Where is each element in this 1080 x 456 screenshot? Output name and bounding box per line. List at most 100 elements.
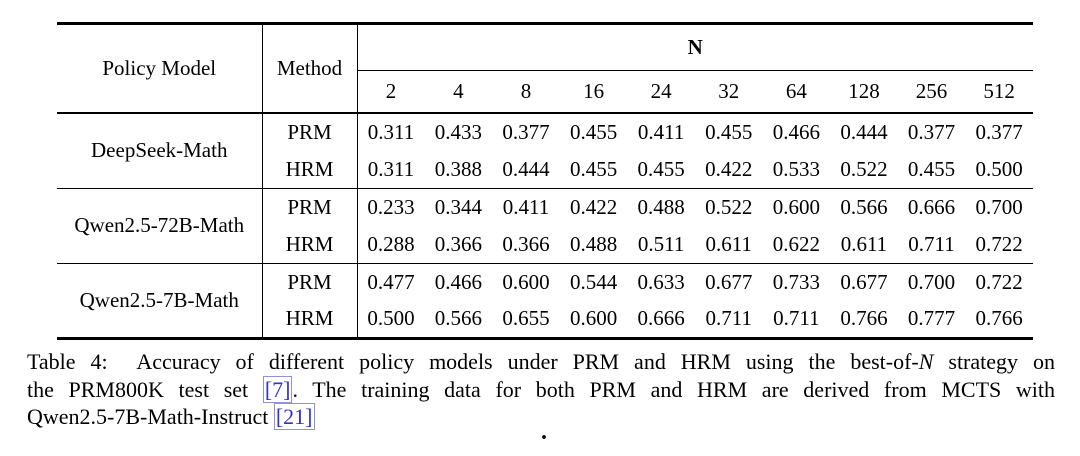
accuracy-cell: 0.311: [367, 156, 415, 181]
accuracy-cell: 0.666: [897, 187, 966, 226]
accuracy-cell: 0.455: [907, 156, 956, 181]
accuracy-cell: 0.711: [908, 231, 955, 256]
table-row: HRM 0.288 0.366 0.366 0.488 0.511 0.611 …: [57, 225, 1033, 263]
n-col-header-24: 24: [627, 71, 695, 114]
accuracy-cell: 0.377: [502, 119, 550, 144]
accuracy-cell: 0.633: [627, 262, 695, 301]
table-row: Qwen2.5-72B-Math PRM 0.233 0.344 0.411 0…: [57, 187, 1033, 263]
method-cell: PRM: [262, 113, 358, 151]
n-col-header-128: 128: [830, 71, 898, 114]
method-cell: PRM: [262, 187, 358, 226]
method-cell: HRM: [262, 225, 358, 263]
accuracy-cell: 0.377: [907, 119, 956, 144]
stray-dot: .: [541, 419, 547, 445]
accuracy-cell: 0.677: [830, 262, 898, 301]
policy-model-header: Policy Model: [57, 22, 263, 114]
accuracy-cell: 0.500: [975, 156, 1023, 181]
caption-text: Qwen2.5-7B-Math-Instruct: [27, 404, 274, 430]
accuracy-cell: 0.566: [424, 300, 493, 340]
header-row-1: Policy Model Method N: [57, 22, 1033, 114]
accuracy-cell: 0.700: [965, 187, 1033, 226]
method-cell: PRM: [262, 262, 358, 301]
method-cell: HRM: [262, 150, 358, 188]
table-row: Qwen2.5-7B-Math PRM 0.477 0.466 0.600 0.…: [57, 262, 1033, 340]
caption-line-2: the PRM800K test set [7]. The training d…: [27, 375, 1056, 404]
method-cell: HRM: [262, 300, 358, 340]
model-name-cell: DeepSeek-Math: [57, 113, 263, 188]
accuracy-cell: 0.288: [367, 231, 415, 256]
n-col-header-2: 2: [357, 71, 425, 114]
n-col-header-8: 8: [492, 71, 560, 114]
accuracy-cell: 0.700: [897, 262, 966, 301]
caption-text: the PRM800K test set: [27, 376, 263, 402]
accuracy-cell: 0.622: [772, 231, 820, 256]
accuracy-cell: 0.777: [897, 300, 966, 340]
accuracy-cell: 0.500: [357, 300, 425, 340]
caption-text: . The training data for both PRM and HRM…: [292, 376, 1056, 402]
accuracy-cell: 0.366: [434, 231, 483, 256]
caption-line-3: Qwen2.5-7B-Math-Instruct [21]: [27, 403, 1055, 431]
accuracy-cell: 0.411: [637, 119, 685, 144]
caption-text: Table 4: Accuracy of different policy mo…: [27, 349, 919, 374]
citation-link-7[interactable]: [7]: [262, 375, 293, 403]
accuracy-cell: 0.655: [492, 300, 560, 340]
accuracy-cell: 0.377: [975, 119, 1023, 144]
accuracy-cell: 0.488: [627, 187, 695, 226]
accuracy-cell: 0.233: [357, 187, 425, 226]
n-col-header-16: 16: [559, 71, 628, 114]
accuracy-cell: 0.466: [424, 262, 493, 301]
accuracy-cell: 0.544: [559, 262, 628, 301]
table-row: HRM 0.500 0.566 0.655 0.600 0.666 0.711 …: [57, 300, 1033, 340]
accuracy-cell: 0.455: [569, 156, 618, 181]
accuracy-cell: 0.766: [965, 300, 1033, 340]
accuracy-cell: 0.477: [357, 262, 425, 301]
method-header: Method: [262, 22, 358, 114]
caption-line-1: Table 4: Accuracy of different policy mo…: [27, 348, 1055, 376]
n-col-header-4: 4: [424, 71, 493, 114]
accuracy-cell: 0.600: [559, 300, 628, 340]
accuracy-cell: 0.766: [830, 300, 898, 340]
n-group-header: N: [357, 22, 1033, 71]
citation-link-21[interactable]: [21]: [273, 403, 315, 431]
n-col-header-256: 256: [897, 71, 966, 114]
accuracy-cell: 0.533: [772, 156, 820, 181]
accuracy-cell: 0.455: [569, 119, 618, 144]
n-col-header-32: 32: [694, 71, 763, 114]
group-qwen25-72b-math: Qwen2.5-72B-Math PRM 0.233 0.344 0.411 0…: [57, 187, 1033, 263]
accuracy-cell: 0.711: [694, 300, 763, 340]
group-qwen25-7b-math: Qwen2.5-7B-Math PRM 0.477 0.466 0.600 0.…: [57, 262, 1033, 340]
accuracy-cell: 0.722: [965, 262, 1033, 301]
n-group-label: N: [357, 25, 1033, 71]
accuracy-cell: 0.733: [762, 262, 831, 301]
table-caption: Table 4: Accuracy of different policy mo…: [27, 348, 1055, 431]
model-name-cell: Qwen2.5-7B-Math: [57, 262, 263, 340]
accuracy-cell: 0.455: [637, 156, 685, 181]
accuracy-cell: 0.522: [840, 156, 888, 181]
accuracy-cell: 0.611: [840, 231, 888, 256]
n-col-header-512: 512: [965, 71, 1033, 114]
accuracy-cell: 0.522: [694, 187, 763, 226]
accuracy-cell: 0.666: [627, 300, 695, 340]
accuracy-cell: 0.366: [502, 231, 550, 256]
accuracy-cell: 0.388: [434, 156, 483, 181]
accuracy-cell: 0.511: [637, 231, 685, 256]
caption-text: strategy on: [933, 349, 1055, 374]
accuracy-cell: 0.566: [830, 187, 898, 226]
accuracy-cell: 0.600: [492, 262, 560, 301]
accuracy-cell: 0.455: [705, 119, 753, 144]
model-name-cell: Qwen2.5-72B-Math: [57, 187, 263, 263]
accuracy-cell: 0.722: [975, 231, 1023, 256]
group-deepseek-math: DeepSeek-Math PRM 0.311 0.433 0.377 0.45…: [57, 113, 1033, 188]
table-row: DeepSeek-Math PRM 0.311 0.433 0.377 0.45…: [57, 113, 1033, 188]
table-4-container: Policy Model Method N 2 4 8 16 24 32 64 …: [57, 22, 1033, 340]
accuracy-cell: 0.422: [705, 156, 753, 181]
accuracy-cell: 0.311: [367, 119, 415, 144]
accuracy-cell: 0.677: [694, 262, 763, 301]
n-col-header-64: 64: [762, 71, 831, 114]
accuracy-cell: 0.466: [772, 119, 820, 144]
accuracy-cell: 0.444: [840, 119, 888, 144]
accuracy-cell: 0.444: [502, 156, 550, 181]
accuracy-cell: 0.411: [492, 187, 560, 226]
header-row-2: 2 4 8 16 24 32 64 128 256 512: [57, 71, 1033, 114]
